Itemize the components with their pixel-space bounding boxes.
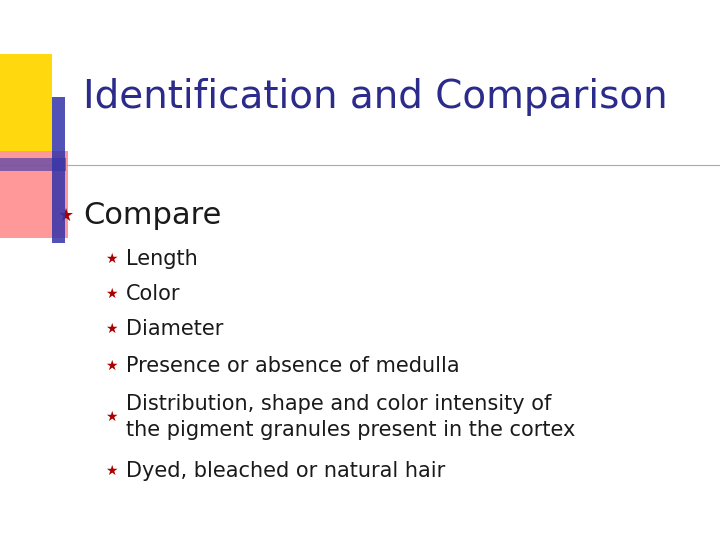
Text: Distribution, shape and color intensity of
the pigment granules present in the c: Distribution, shape and color intensity …: [126, 394, 575, 440]
Bar: [0, 54, 52, 151]
Text: Compare: Compare: [83, 201, 221, 231]
Bar: [0, 151, 68, 238]
Text: Presence or absence of medulla: Presence or absence of medulla: [126, 355, 459, 376]
Text: ★: ★: [105, 410, 118, 424]
Text: ★: ★: [58, 207, 74, 225]
Text: Length: Length: [126, 249, 198, 269]
Text: Color: Color: [126, 284, 181, 305]
Text: ★: ★: [105, 464, 118, 478]
Text: Identification and Comparison: Identification and Comparison: [83, 78, 667, 116]
Text: Dyed, bleached or natural hair: Dyed, bleached or natural hair: [126, 461, 445, 481]
Text: ★: ★: [105, 322, 118, 336]
Text: Diameter: Diameter: [126, 319, 223, 340]
Text: ★: ★: [105, 252, 118, 266]
Text: ★: ★: [105, 359, 118, 373]
Text: ★: ★: [105, 287, 118, 301]
Bar: [52, 97, 65, 243]
Bar: [0, 158, 66, 171]
